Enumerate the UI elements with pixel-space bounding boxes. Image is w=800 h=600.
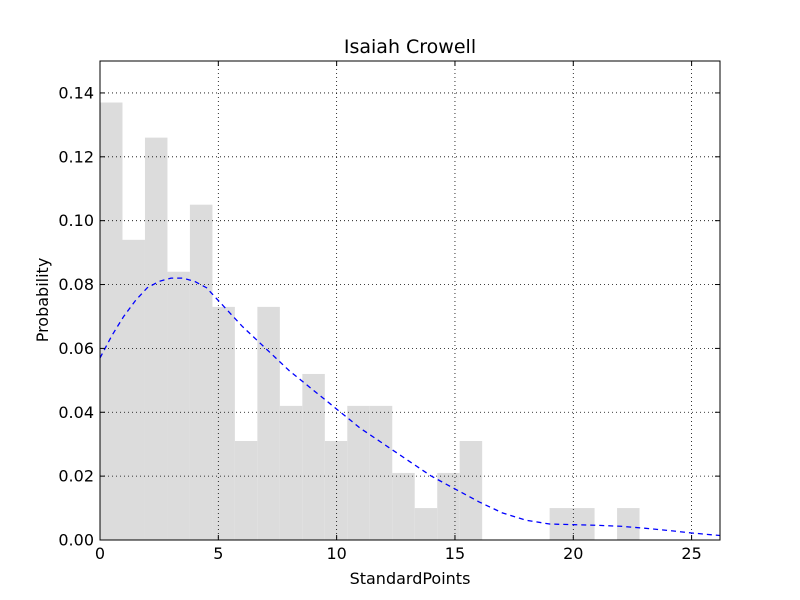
y-tick-label: 0.14 [58, 83, 94, 102]
x-tick-label: 5 [213, 544, 223, 563]
y-tick-labels: 0.00 0.02 0.04 0.06 0.08 0.10 0.12 0.14 [58, 83, 94, 549]
histogram-bars [100, 102, 640, 540]
grid-lines [100, 61, 720, 540]
histogram-bar [347, 405, 370, 540]
y-tick-label: 0.04 [58, 403, 94, 422]
histogram-bar [617, 508, 640, 540]
y-tick-label: 0.12 [58, 147, 94, 166]
histogram-bar [572, 508, 595, 540]
fit-curve [99, 277, 721, 537]
histogram-bar [279, 405, 303, 540]
histogram-bar [459, 441, 483, 540]
chart-title: Isaiah Crowell [344, 36, 476, 58]
plot-frame [99, 60, 721, 541]
histogram-bar [437, 472, 460, 540]
histogram-bar [144, 137, 168, 540]
histogram-bar [234, 441, 258, 540]
x-tick-label: 0 [95, 544, 105, 563]
histogram-bar [257, 306, 280, 540]
x-tick-label: 15 [445, 544, 465, 563]
y-tick-label: 0.08 [58, 275, 94, 294]
histogram-bar [369, 405, 393, 540]
histogram-bar [414, 508, 438, 540]
histogram-bar [324, 441, 348, 540]
histogram-bar [122, 239, 145, 540]
histogram-bar [167, 271, 190, 540]
histogram-bar [302, 373, 325, 540]
x-axis-label: StandardPoints [350, 569, 471, 588]
histogram-bar [212, 306, 235, 540]
histogram-bar [392, 472, 415, 540]
axis-ticks [99, 61, 720, 541]
x-tick-label: 25 [681, 544, 701, 563]
x-tick-labels: 0 5 10 15 20 25 [95, 544, 702, 563]
y-tick-label: 0.10 [58, 211, 94, 230]
y-axis-label: Probability [33, 258, 52, 343]
y-tick-label: 0.02 [58, 467, 94, 486]
histogram-bar [189, 204, 213, 540]
histogram-bar [100, 102, 123, 540]
x-tick-label: 20 [563, 544, 583, 563]
x-tick-label: 10 [326, 544, 346, 563]
histogram-bar [549, 508, 573, 540]
y-tick-label: 0.06 [58, 339, 94, 358]
y-tick-label: 0.00 [58, 531, 94, 550]
